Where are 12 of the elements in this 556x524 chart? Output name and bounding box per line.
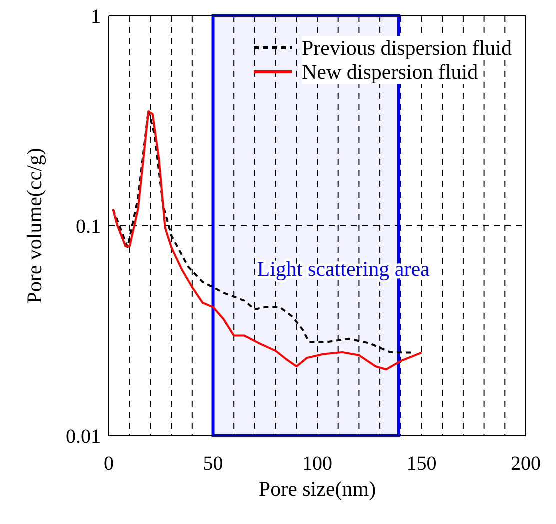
y-tick-label: 0.1 <box>76 216 101 238</box>
x-tick-label: 0 <box>104 453 114 476</box>
x-tick-label: 100 <box>302 453 332 476</box>
legend-label: New dispersion fluid <box>302 60 478 84</box>
x-tick-label: 150 <box>406 453 437 476</box>
legend-label: Previous dispersion fluid <box>302 36 512 60</box>
x-tick-label: 200 <box>511 453 541 476</box>
y-axis-title: Pore volume(cc/g) <box>22 148 46 304</box>
y-tick-label: 0.01 <box>66 426 101 448</box>
y-tick-label: 1 <box>91 6 101 28</box>
x-axis-title: Pore size(nm) <box>258 477 376 501</box>
x-tick-label: 50 <box>203 453 224 476</box>
